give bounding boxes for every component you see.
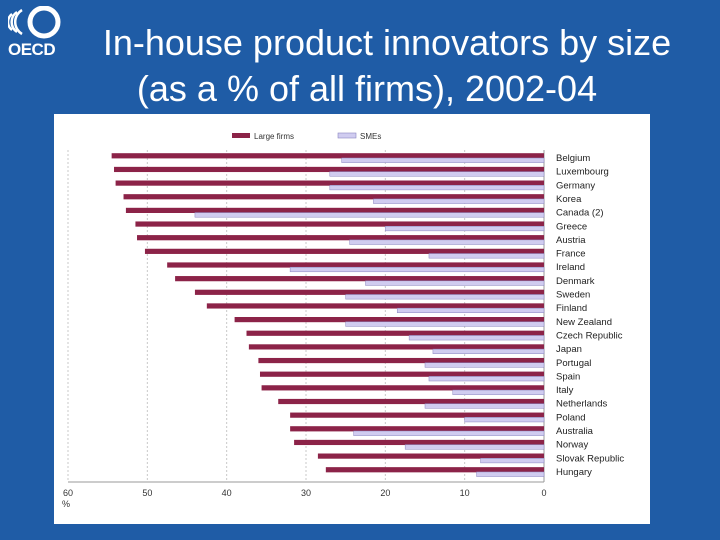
oecd-logo-mark-icon [8, 6, 61, 39]
bar-smes [365, 280, 545, 286]
category-label: Czech Republic [556, 330, 623, 341]
oecd-wordmark: OECD [8, 40, 56, 59]
category-label: Finland [556, 303, 587, 314]
slide-title: In-house product innovators by size (as … [62, 20, 712, 112]
bar-large-firms [167, 262, 544, 268]
bar-smes [349, 239, 545, 245]
legend-label-smes: SMEs [360, 132, 381, 141]
category-label: Norway [556, 440, 588, 451]
bar-large-firms [290, 426, 544, 432]
bar-smes [424, 362, 545, 368]
category-label: Netherlands [556, 399, 607, 410]
bar-large-firms [206, 303, 545, 309]
bar-large-firms [258, 357, 544, 364]
bar-smes [194, 212, 545, 218]
bar-large-firms [114, 166, 544, 173]
category-label: Canada (2) [556, 208, 604, 219]
category-label: New Zealand [556, 317, 612, 328]
legend-label-large-firms: Large firms [254, 132, 294, 141]
bar-smes [428, 253, 545, 259]
x-unit-label: % [62, 499, 70, 509]
bar-smes [289, 266, 545, 273]
bar-large-firms [278, 398, 544, 405]
category-label: Slovak Republic [556, 453, 624, 464]
bar-smes [345, 321, 545, 327]
category-label: Spain [556, 371, 580, 382]
x-tick-label: 10 [460, 488, 470, 498]
x-tick-label: 50 [142, 488, 152, 498]
category-label: Japan [556, 344, 582, 355]
bar-large-firms [246, 330, 544, 336]
category-label: Korea [556, 194, 582, 205]
bar-smes [373, 198, 545, 204]
bar-smes [345, 294, 545, 300]
bar-smes [408, 335, 545, 341]
category-label: Germany [556, 180, 595, 191]
bar-smes [341, 157, 545, 163]
bar-large-firms [261, 385, 544, 391]
x-tick-label: 0 [541, 488, 546, 498]
bar-large-firms [259, 371, 544, 377]
title-line-1: In-house product innovators by size [102, 22, 672, 63]
bar-smes [385, 226, 545, 232]
category-label: Greece [556, 221, 587, 232]
bar-smes [396, 307, 545, 313]
bar-large-firms [137, 235, 544, 241]
category-label: Italy [556, 385, 574, 396]
bar-smes [476, 471, 545, 477]
bar-large-firms [317, 453, 544, 459]
legend-swatch-large-firms [232, 133, 250, 138]
bar-smes [404, 444, 545, 450]
bar-smes [464, 417, 545, 423]
chart-panel: 60 50 40 30 20 10 0% Large firms SMEs Belgium Luxe… [54, 114, 650, 524]
bar-large-firms [115, 180, 544, 186]
category-label: Belgium [556, 153, 590, 164]
category-label: France [556, 249, 586, 260]
category-label: Denmark [556, 276, 595, 287]
bar-large-firms [234, 317, 544, 323]
category-label: Poland [556, 412, 586, 423]
category-label: Portugal [556, 358, 591, 369]
category-label: Hungary [556, 467, 592, 478]
category-label: Luxembourg [556, 167, 609, 178]
bar-large-firms [123, 194, 545, 200]
bar-large-firms [175, 276, 544, 282]
bar-smes [424, 403, 545, 409]
bar-smes [480, 458, 545, 464]
bar-large-firms [111, 153, 544, 159]
x-tick-label: 30 [301, 488, 311, 498]
category-label: Ireland [556, 262, 585, 273]
bar-large-firms [144, 248, 544, 254]
bar-smes [329, 185, 545, 191]
category-label: Australia [556, 426, 594, 437]
bar-smes [353, 430, 545, 436]
bar-smes [452, 389, 545, 395]
legend-swatch-smes [337, 132, 357, 139]
category-label: Austria [556, 235, 586, 246]
title-line-2: (as a % of all firms), 2002-04 [136, 68, 598, 109]
x-tick-label: 40 [222, 488, 232, 498]
x-tick-label: 20 [380, 488, 390, 498]
bar-large-firms [325, 467, 544, 473]
bar-smes [428, 376, 545, 382]
bar-large-firms [194, 289, 544, 295]
bar-large-firms [125, 207, 544, 213]
bar-smes [329, 171, 545, 177]
bar-chart: 60 50 40 30 20 10 0% Large firms SMEs Belgium Luxe… [62, 132, 624, 509]
bar-large-firms [248, 344, 544, 350]
category-label: Sweden [556, 290, 590, 301]
bar-large-firms [294, 439, 544, 446]
bar-smes [432, 348, 545, 354]
oecd-logo: OECD [6, 6, 64, 64]
bar-large-firms [290, 412, 544, 418]
x-tick-label: 60 [63, 488, 73, 498]
bar-large-firms [135, 221, 544, 227]
